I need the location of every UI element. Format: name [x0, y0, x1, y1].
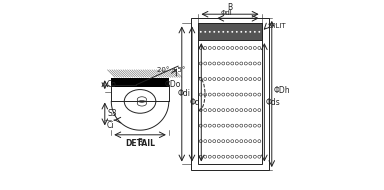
Text: ΦDh: ΦDh: [274, 86, 290, 95]
Circle shape: [245, 31, 247, 33]
Text: ΦDo: ΦDo: [164, 80, 181, 89]
Circle shape: [222, 31, 224, 33]
Text: 20° ±5°: 20° ±5°: [157, 67, 185, 73]
Circle shape: [240, 31, 242, 33]
Circle shape: [232, 31, 233, 33]
Circle shape: [227, 31, 229, 33]
Text: B: B: [227, 3, 233, 12]
Circle shape: [258, 31, 260, 33]
Text: Φd: Φd: [190, 98, 200, 107]
Text: B: B: [137, 138, 142, 147]
Text: Φdl: Φdl: [221, 10, 233, 16]
Text: Ci: Ci: [107, 121, 114, 130]
Circle shape: [209, 31, 211, 33]
Bar: [199, 24, 262, 40]
Bar: [199, 24, 262, 40]
Text: S3: S3: [107, 109, 117, 118]
Text: Co: Co: [107, 80, 117, 89]
Circle shape: [236, 31, 238, 33]
Text: Φds: Φds: [265, 98, 280, 107]
Bar: [191, 18, 269, 170]
Circle shape: [218, 31, 220, 33]
Text: DETAIL: DETAIL: [125, 139, 155, 147]
Bar: [199, 24, 262, 165]
Circle shape: [200, 31, 202, 33]
Bar: [111, 78, 169, 87]
Circle shape: [254, 31, 256, 33]
Circle shape: [214, 31, 215, 33]
Circle shape: [204, 31, 206, 33]
Circle shape: [249, 31, 251, 33]
Text: Φdi: Φdi: [178, 89, 191, 98]
Text: SPLIT: SPLIT: [267, 23, 286, 29]
